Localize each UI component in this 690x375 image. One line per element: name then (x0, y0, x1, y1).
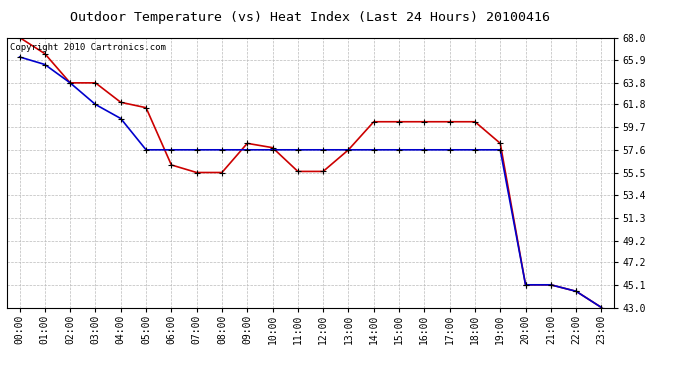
Text: Copyright 2010 Cartronics.com: Copyright 2010 Cartronics.com (10, 43, 166, 52)
Text: Outdoor Temperature (vs) Heat Index (Last 24 Hours) 20100416: Outdoor Temperature (vs) Heat Index (Las… (70, 11, 551, 24)
